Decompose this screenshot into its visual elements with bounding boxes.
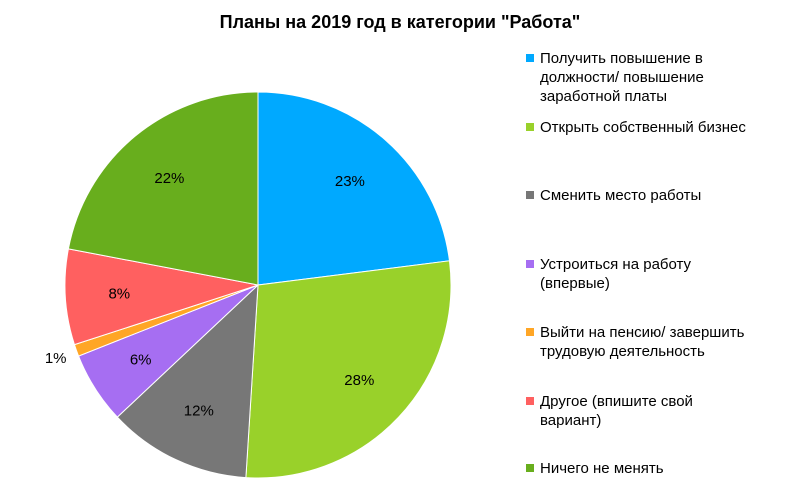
- data-label-own-business: 28%: [344, 372, 374, 389]
- data-label-other: 8%: [108, 286, 130, 303]
- legend-swatch-other: [526, 397, 534, 405]
- legend-label-promotion: Получить повышение в должности/ повышени…: [540, 50, 704, 105]
- pie-slice-nothing: [67, 91, 259, 286]
- legend-label-other: Другое (впишите свой вариант): [540, 393, 693, 429]
- data-label-retire: 1%: [45, 350, 67, 367]
- pie-chart: 23% 28% 12% 6% 1% 8% 22%: [45, 91, 452, 479]
- legend-label-nothing: Ничего не менять: [540, 460, 664, 477]
- legend-label-retire: Выйти на пенсию/ завершить трудовую деят…: [540, 324, 745, 360]
- legend-item-first-job: Устроиться на работу (впервые): [526, 255, 796, 293]
- legend-swatch-nothing: [526, 464, 534, 472]
- pie-slice-promotion: [257, 91, 451, 286]
- legend-item-own-business: Открыть собственный бизнес: [526, 118, 796, 137]
- pie-slice-own-business: [245, 260, 452, 479]
- data-label-promotion: 23%: [335, 173, 365, 190]
- pie-slice-change-job: [116, 283, 259, 479]
- pie-slice-other: [64, 248, 259, 346]
- legend-item-change-job: Сменить место работы: [526, 186, 796, 205]
- data-label-change-job: 12%: [184, 403, 214, 420]
- legend-label-first-job: Устроиться на работу (впервые): [540, 256, 692, 292]
- legend-swatch-change-job: [526, 191, 534, 199]
- data-label-nothing: 22%: [154, 170, 184, 187]
- chart-title: Планы на 2019 год в категории "Работа": [219, 12, 581, 32]
- legend-swatch-retire: [526, 328, 534, 336]
- chart-legend: Получить повышение в должности/ повышени…: [526, 0, 796, 499]
- legend-swatch-first-job: [526, 260, 534, 268]
- legend-item-retire: Выйти на пенсию/ завершить трудовую деят…: [526, 323, 796, 361]
- data-label-first-job: 6%: [130, 352, 152, 369]
- legend-label-change-job: Сменить место работы: [540, 187, 702, 204]
- legend-label-own-business: Открыть собственный бизнес: [540, 119, 746, 136]
- legend-item-nothing: Ничего не менять: [526, 459, 796, 478]
- legend-item-promotion: Получить повышение в должности/ повышени…: [526, 49, 796, 106]
- legend-swatch-own-business: [526, 123, 534, 131]
- legend-item-other: Другое (впишите свой вариант): [526, 392, 796, 430]
- legend-swatch-promotion: [526, 54, 534, 62]
